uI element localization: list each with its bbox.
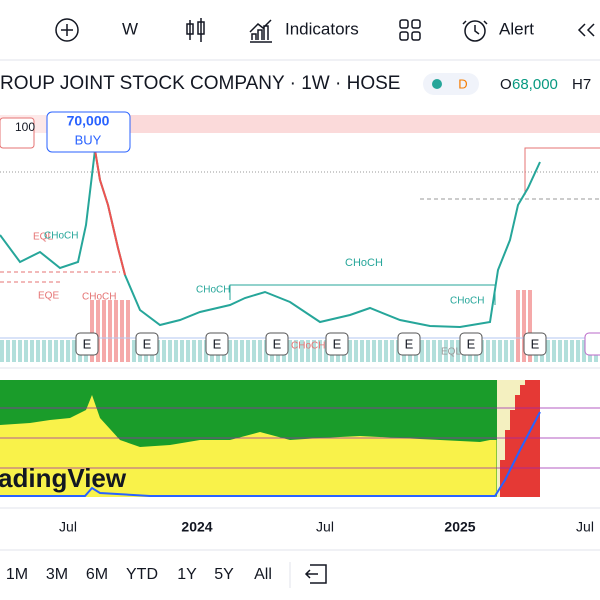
open-label: O [500,76,512,93]
time-label: Jul [316,519,334,535]
event-marker[interactable] [523,332,547,356]
marker-edge [584,332,600,356]
event-marker[interactable] [459,332,483,356]
range-button[interactable]: 1M [6,566,28,583]
event-marker-label: E [531,336,540,351]
event-marker-label: E [333,336,342,351]
replay-button[interactable] [577,23,595,37]
annotation: EQL [33,232,53,243]
indicators-icon [249,19,272,43]
chart-type-button[interactable] [186,18,205,42]
range-button[interactable]: 1Y [177,566,197,583]
event-marker-label: E [273,336,282,351]
toolbar: W Indicators Alert [0,18,600,61]
range-button[interactable]: 3M [46,566,68,583]
time-label: Jul [576,519,594,535]
alert-label-box [0,117,35,149]
event-marker-label: E [405,336,414,351]
time-label: Jul [59,519,77,535]
range-button[interactable]: All [254,566,272,583]
status-pill [423,73,479,95]
oscillator-line [0,411,541,497]
alert-icon-hands [462,20,488,35]
event-marker[interactable] [265,332,289,356]
annotation: CHoCH [450,296,484,307]
goto-date-button[interactable] [304,564,327,584]
supply-zone [130,115,600,133]
event-marker-label: E [83,336,92,351]
annotation: EQE [38,291,59,302]
price-series-down [94,149,126,276]
eq-lines [0,271,120,283]
add-symbol-button[interactable] [55,18,79,42]
high-label: H7 [572,76,591,93]
annotation: CHoCH [291,341,325,352]
range-button[interactable]: 5Y [214,566,234,583]
alert-icon [464,20,486,42]
event-marker-label: E [143,336,152,351]
time-label: 2024 [181,519,212,535]
range-button[interactable]: YTD [126,566,158,583]
order-label-box[interactable] [46,111,131,153]
event-marker[interactable] [75,332,99,356]
market-status-dot [432,79,442,89]
annotation: CHoCH [82,292,116,303]
annotation: CHoCH [196,285,230,296]
oscillator-green [0,380,497,447]
annotation: CHoCH [345,257,383,269]
event-marker[interactable] [325,332,349,356]
open-value: 68,000 [512,76,558,93]
templates-button[interactable] [399,19,421,41]
annotation: EQL [441,347,461,358]
event-marker[interactable] [205,332,229,356]
indicators-button[interactable]: Indicators [285,19,359,38]
delay-badge: D [458,76,467,91]
interval-button[interactable]: W [122,19,138,38]
annotation: CHoCH [44,231,78,242]
oscillator-levels [0,407,600,469]
order-price: 70,000 [67,113,110,129]
watermark: adingView [0,463,127,493]
time-label: 2025 [444,519,475,535]
alert-button[interactable]: Alert [499,19,534,38]
event-marker-label: E [467,336,476,351]
range-box [524,147,600,195]
event-marker[interactable] [397,332,421,356]
event-marker[interactable] [135,332,159,356]
range-bar: 1M 3M 6M YTD 1Y 5Y All [6,566,272,583]
range-button[interactable]: 6M [86,566,108,583]
level-label: 100 [15,120,35,134]
symbol-title: ROUP JOINT STOCK COMPANY · 1W · HOSE [0,73,400,94]
event-marker-label: E [213,336,222,351]
order-side: BUY [75,132,102,147]
plus-icon [61,24,73,36]
price-series [0,149,541,329]
